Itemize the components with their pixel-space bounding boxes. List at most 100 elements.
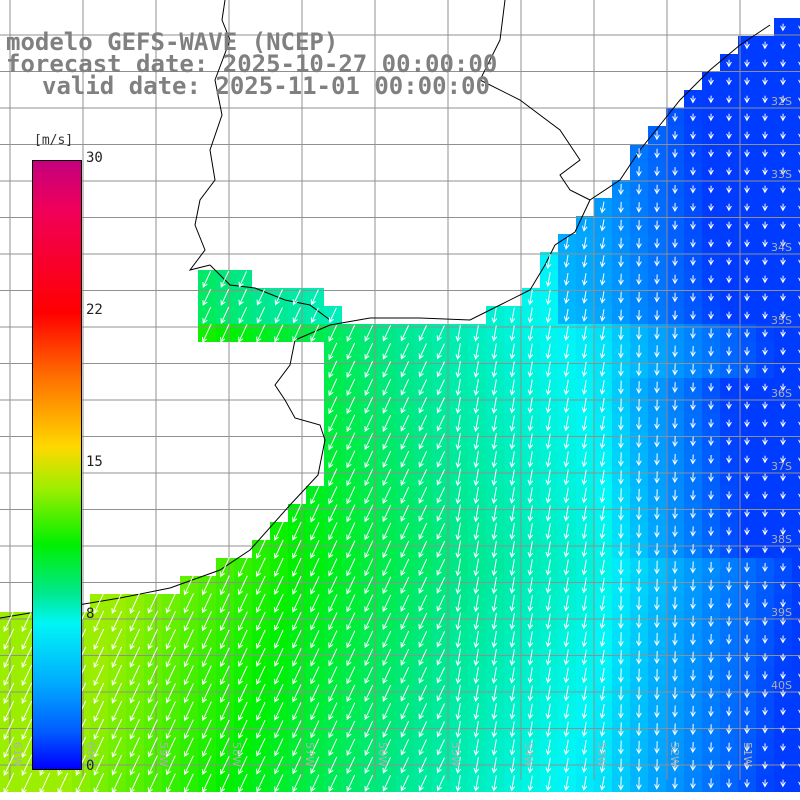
wind-arrow (581, 523, 588, 540)
wind-arrow (382, 540, 392, 559)
wind-arrow (545, 379, 552, 396)
wind-arrow (509, 703, 516, 720)
wind-arrow (672, 651, 678, 664)
wind-arrow (654, 777, 660, 790)
wind-arrow (274, 756, 284, 775)
wind-arrow (599, 685, 606, 702)
wind-arrow (690, 363, 696, 376)
wind-arrow (563, 541, 570, 558)
wind-arrow (780, 653, 786, 662)
wind-arrow (382, 684, 392, 702)
wind-arrow (545, 559, 552, 576)
wind-arrow (201, 701, 212, 722)
wind-arrow (473, 468, 480, 487)
wind-arrow (346, 558, 356, 577)
wind-arrow (654, 130, 660, 141)
wind-arrow (527, 397, 534, 414)
wind-arrow (418, 325, 427, 342)
wind-arrow (219, 665, 230, 686)
wind-arrow (93, 646, 105, 669)
wind-arrow (672, 705, 678, 718)
wind-arrow (708, 688, 714, 699)
wind-arrow (165, 737, 176, 758)
wind-arrow (527, 505, 534, 522)
wind-arrow (436, 504, 446, 522)
wind-arrow (473, 486, 480, 505)
wind-arrow (328, 540, 338, 559)
wind-arrow (418, 666, 428, 684)
colorbar (32, 160, 82, 770)
wind-arrow (364, 738, 374, 756)
wind-arrow (618, 201, 624, 214)
wind-arrow (527, 469, 534, 486)
wind-arrow (545, 361, 552, 378)
wind-arrow (328, 648, 338, 667)
wind-arrow (545, 685, 552, 702)
wind-arrow (780, 437, 786, 446)
wind-arrow (780, 527, 786, 536)
wind-arrow (708, 561, 714, 574)
wind-arrow (672, 202, 678, 213)
wind-arrow (780, 77, 786, 86)
wind-arrow (708, 615, 714, 628)
wind-arrow (165, 755, 176, 776)
wind-arrow (654, 578, 660, 593)
wind-arrow (274, 702, 284, 721)
wind-arrow (509, 487, 516, 504)
wind-arrow (3, 718, 15, 741)
wind-arrow (129, 701, 140, 722)
wind-arrow (744, 167, 750, 176)
wind-arrow (545, 433, 552, 450)
wind-arrow (237, 575, 248, 596)
wind-arrow (726, 221, 732, 230)
wind-arrow (491, 522, 498, 541)
wind-speed-cell (792, 306, 800, 324)
wind-arrow (274, 774, 284, 793)
wind-arrow (455, 612, 462, 631)
wind-arrow (545, 325, 552, 342)
wind-arrow (418, 343, 427, 360)
wind-speed-cell (792, 108, 800, 126)
wind-arrow (382, 576, 392, 595)
wind-arrow (654, 759, 660, 772)
wind-arrow (654, 381, 660, 394)
wind-arrow (165, 647, 176, 668)
wind-arrow (292, 557, 302, 577)
wind-arrow (491, 397, 498, 414)
wind-arrow (201, 629, 212, 650)
wind-arrow (798, 691, 800, 696)
wind-arrow (400, 432, 410, 450)
wind-arrow (455, 325, 462, 342)
wind-arrow (455, 702, 462, 721)
wind-arrow (382, 486, 392, 505)
wind-arrow (491, 739, 498, 756)
wind-arrow (346, 684, 356, 703)
wind-arrow (183, 737, 194, 758)
wind-arrow (690, 561, 696, 574)
wind-arrow (75, 772, 87, 794)
latitude-label-32s: 32S (771, 95, 792, 108)
wind-arrow (762, 635, 768, 644)
wind-arrow (762, 167, 768, 176)
wind-arrow (310, 289, 319, 306)
wind-arrow (364, 504, 374, 523)
wind-arrow (473, 612, 480, 631)
wind-arrow (364, 396, 374, 414)
wind-arrow (690, 257, 696, 266)
wind-arrow (708, 597, 714, 610)
wind-arrow (256, 683, 266, 703)
wind-arrow (147, 683, 158, 704)
wind-arrow (780, 149, 786, 158)
wind-arrow (708, 778, 714, 789)
wind-arrow (147, 719, 158, 740)
wind-arrow (636, 238, 642, 249)
wind-arrow (618, 326, 624, 341)
wind-arrow (780, 131, 786, 140)
wind-arrow (726, 545, 732, 554)
wind-arrow (238, 719, 248, 739)
wind-speed-cell (792, 630, 800, 648)
wind-arrow (545, 739, 552, 756)
wind-arrow (798, 223, 800, 228)
wind-arrow (111, 700, 123, 722)
wind-arrow (762, 41, 768, 50)
